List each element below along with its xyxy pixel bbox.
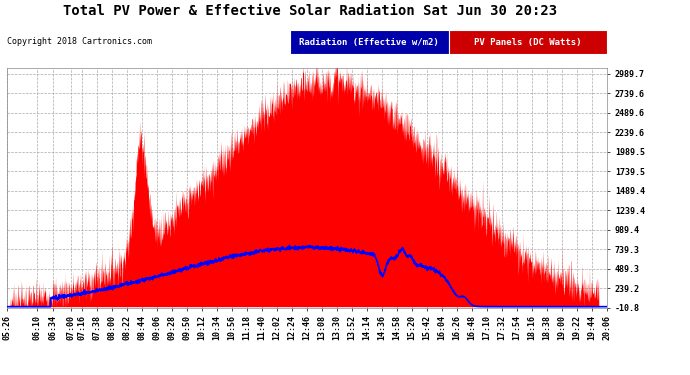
FancyBboxPatch shape	[290, 30, 448, 54]
FancyBboxPatch shape	[448, 30, 607, 54]
Text: Total PV Power & Effective Solar Radiation Sat Jun 30 20:23: Total PV Power & Effective Solar Radiati…	[63, 4, 558, 18]
Text: Copyright 2018 Cartronics.com: Copyright 2018 Cartronics.com	[7, 38, 152, 46]
Text: Radiation (Effective w/m2): Radiation (Effective w/m2)	[299, 38, 439, 47]
Text: PV Panels (DC Watts): PV Panels (DC Watts)	[474, 38, 582, 47]
